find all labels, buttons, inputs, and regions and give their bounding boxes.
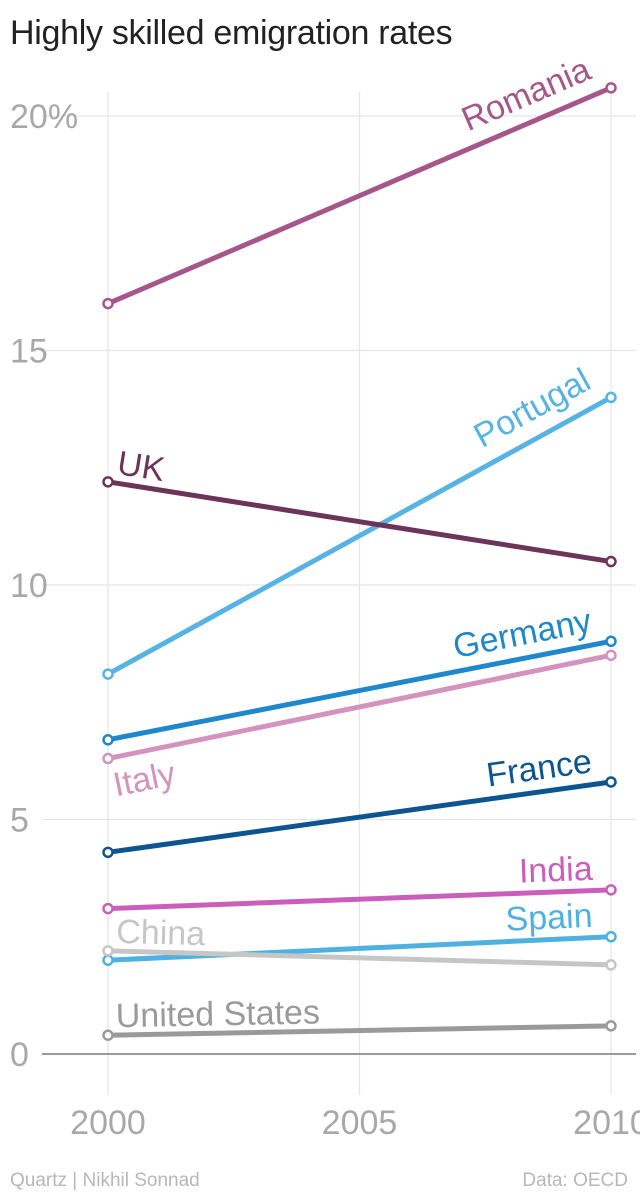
data-point-uk-2010	[605, 555, 617, 568]
series-line-france	[105, 779, 614, 855]
data-point-uk-2000	[102, 476, 114, 488]
series-label-uk: UK	[115, 444, 168, 489]
data-point-china-2000	[102, 945, 114, 957]
data-point-spain-2000	[102, 954, 114, 966]
y-tick-label: 0	[10, 1036, 29, 1074]
series-label-italy: Italy	[110, 755, 179, 805]
source-text: Data: OECD	[522, 1170, 628, 1191]
series-label-spain: Spain	[505, 897, 594, 939]
x-tick-label: 2010	[573, 1104, 640, 1142]
x-tick-label: 2000	[70, 1104, 146, 1142]
data-point-portugal-2000	[102, 668, 114, 680]
grid-lines	[42, 92, 636, 1095]
x-tick-label: 2005	[322, 1104, 398, 1142]
data-point-romania-2010	[605, 82, 617, 94]
data-point-france-2000	[102, 846, 114, 859]
data-point-spain-2010	[605, 931, 617, 943]
data-point-italy-2000	[102, 752, 114, 765]
series-label-united-states: United States	[115, 993, 320, 1035]
series-lines	[102, 82, 617, 1041]
data-point-portugal-2010	[605, 391, 617, 404]
data-point-germany-2000	[102, 734, 114, 746]
data-point-romania-2000	[102, 297, 114, 310]
series-line-uk	[105, 479, 614, 565]
data-point-france-2010	[605, 776, 617, 788]
y-tick-label: 15	[10, 333, 48, 371]
series-line-portugal	[105, 394, 614, 677]
series-line-germany	[105, 638, 614, 743]
credit-text: Quartz | Nikhil Sonnad	[10, 1170, 200, 1191]
x-axis-ticks: 2000 2005 2010	[70, 1104, 640, 1142]
series-label-china: China	[116, 913, 206, 953]
y-tick-label: 5	[10, 802, 29, 840]
data-point-china-2010	[605, 959, 617, 971]
y-tick-label: 20%	[10, 98, 78, 136]
series-label-india: India	[518, 850, 593, 891]
series-line-united-states	[105, 1023, 614, 1038]
data-point-united-states-2010	[605, 1020, 617, 1032]
data-point-india-2000	[102, 902, 114, 915]
data-point-united-states-2000	[102, 1029, 114, 1041]
data-point-italy-2010	[605, 649, 617, 662]
y-tick-label: 10	[10, 567, 48, 605]
series-line-spain	[105, 934, 614, 963]
series-line-china	[105, 948, 614, 968]
y-axis-ticks: 0 5 10 15 20%	[10, 98, 78, 1074]
series-line-india	[105, 887, 614, 912]
data-point-india-2010	[605, 884, 617, 896]
chart-title: Highly skilled emigration rates	[10, 14, 453, 52]
data-point-germany-2010	[605, 635, 617, 648]
series-line-romania	[105, 85, 614, 307]
series-line-italy	[105, 652, 614, 762]
